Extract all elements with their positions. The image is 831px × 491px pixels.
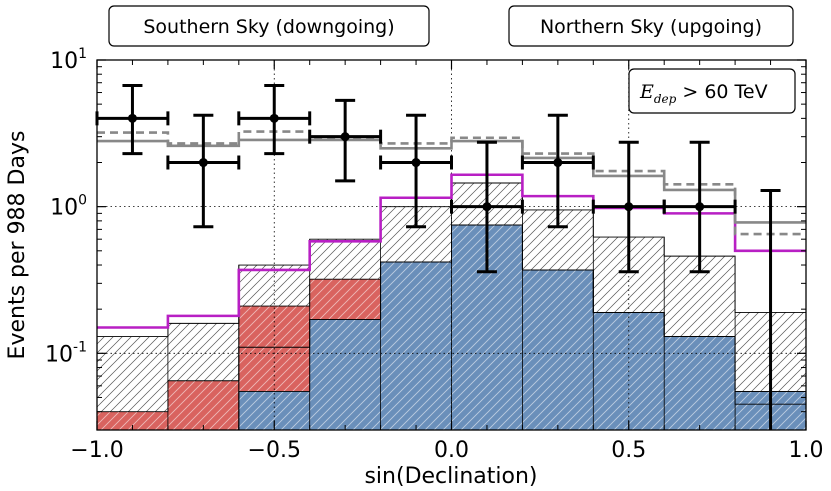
data-point-0 [95, 84, 170, 156]
x-tick-label-4: 1.0 [789, 438, 824, 463]
data-marker-4 [411, 158, 421, 168]
x-tick-label-0: −1.0 [70, 438, 123, 463]
x-axis-title: sin(Declination) [364, 464, 537, 489]
data-point-9 [760, 188, 781, 430]
northern-sky-label: Northern Sky (upgoing) [540, 16, 762, 38]
data-marker-8 [695, 202, 705, 212]
data-marker-0 [127, 113, 137, 123]
data-point-6 [520, 113, 595, 229]
data-point-3 [308, 98, 383, 183]
x-tick-label-1: −0.5 [248, 438, 301, 463]
southern-sky-box: Southern Sky (downgoing) [108, 5, 430, 47]
data-marker-7 [624, 202, 634, 212]
x-tick-label-3: 0.5 [611, 438, 646, 463]
y-tick-label-0: 10-1 [45, 339, 87, 367]
data-point-4 [379, 113, 453, 229]
southern-sky-label: Southern Sky (downgoing) [143, 16, 394, 38]
fill-hatch-bin-1 [167, 380, 239, 430]
data-marker-6 [553, 158, 563, 168]
fill-hatch-bin-3 [309, 279, 381, 430]
fill-hatch-bin-8 [664, 336, 736, 430]
data-point-7 [591, 140, 666, 274]
fill-hatch-bin-0 [97, 411, 168, 430]
data-marker-2 [269, 113, 279, 123]
y-tick-label-2: 101 [50, 46, 87, 74]
data-marker-3 [340, 132, 350, 142]
northern-sky-box: Northern Sky (upgoing) [508, 5, 794, 47]
energy-cut-box: Edep > 60 TeV [628, 68, 796, 114]
data-point-1 [166, 113, 241, 229]
y-tick-label-1: 100 [50, 193, 87, 221]
data-point-2 [237, 84, 312, 156]
gray-dashed-step-line [97, 130, 806, 236]
x-tick-label-2: 0.0 [434, 438, 469, 463]
data-marker-1 [198, 158, 208, 168]
data-point-5 [450, 140, 524, 274]
energy-cut-label: Edep > 60 TeV [639, 81, 768, 106]
fill-hatch-bin-4 [380, 261, 452, 430]
fill-hatch-bin-6 [522, 269, 594, 430]
data-point-8 [662, 140, 737, 274]
y-axis-title: Events per 988 Days [5, 131, 30, 360]
data-marker-5 [482, 202, 492, 212]
